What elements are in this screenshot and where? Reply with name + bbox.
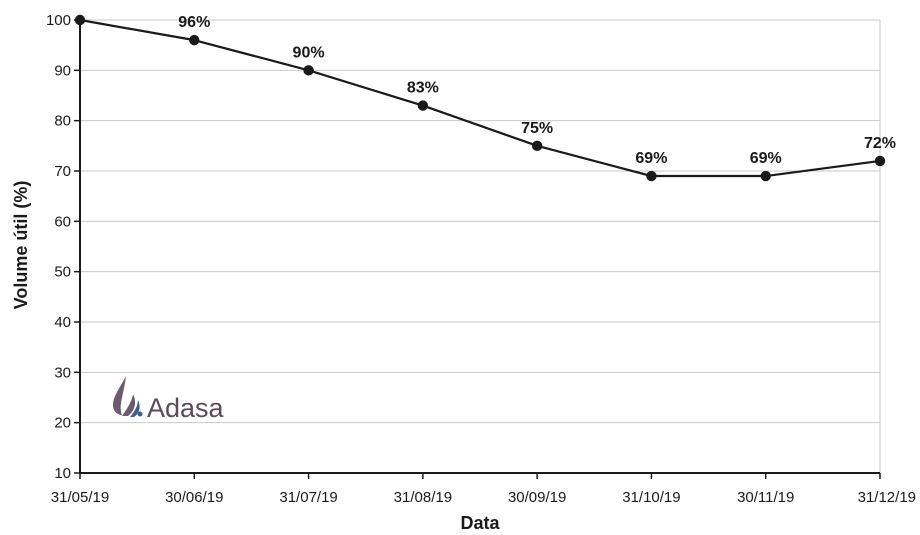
x-tick-label: 31/08/19 (394, 489, 452, 506)
data-point (417, 100, 429, 111)
y-tick-label: 40 (54, 314, 71, 331)
grid-lines (74, 19, 881, 479)
data-point (760, 170, 771, 182)
data-label: 90% (293, 44, 325, 61)
y-tick-label: 30 (54, 364, 71, 381)
x-tick-label: 31/07/19 (279, 489, 337, 506)
data-point (189, 34, 200, 46)
data-label: 83% (407, 80, 439, 97)
data-label: 75% (521, 120, 553, 137)
data-point (74, 14, 86, 26)
y-tick-labels: 10 20 30 40 50 60 70 80 90 100 (46, 12, 71, 482)
data-labels: 96% 90% 83% 75% 69% 69% 72% (178, 14, 896, 167)
data-point (646, 170, 657, 182)
data-label: 69% (750, 150, 782, 167)
logo-drop-icon (113, 376, 126, 415)
x-tick-labels: 31/05/19 30/06/19 31/07/19 31/08/19 30/09/19… (51, 489, 916, 506)
data-point (531, 140, 543, 152)
y-tick-label: 50 (54, 264, 71, 281)
x-tick-label: 31/12/19 (858, 489, 916, 506)
logo-wave-icon (122, 394, 136, 416)
axes (79, 20, 880, 474)
data-point (874, 155, 886, 167)
x-tick-label: 31/10/19 (622, 489, 680, 506)
data-points (74, 14, 886, 182)
y-tick-label: 20 (54, 415, 71, 432)
y-tick-label: 80 (54, 113, 71, 130)
data-label: 72% (864, 135, 896, 152)
series-line (79, 18, 881, 178)
y-tick-label: 70 (54, 163, 71, 180)
y-tick-label: 10 (54, 465, 71, 482)
data-label: 69% (635, 150, 667, 167)
x-tick-label: 31/05/19 (51, 489, 109, 506)
adasa-logo: Adasa (113, 376, 225, 423)
y-tick-label: 60 (54, 213, 71, 230)
logo-arc-icon (130, 400, 140, 417)
y-axis-title: Volume útil (%) (11, 181, 31, 310)
x-tick-label: 30/06/19 (165, 489, 223, 506)
logo-dot-icon (137, 411, 143, 417)
data-label: 96% (178, 14, 210, 31)
x-tick-label: 30/11/19 (737, 489, 794, 506)
logo-text: Adasa (147, 393, 225, 423)
y-tick-label: 100 (46, 12, 71, 29)
x-tick-label: 30/09/19 (508, 489, 566, 506)
y-tick-label: 90 (54, 62, 71, 79)
x-axis-title: Data (460, 513, 500, 533)
data-point (303, 65, 314, 76)
